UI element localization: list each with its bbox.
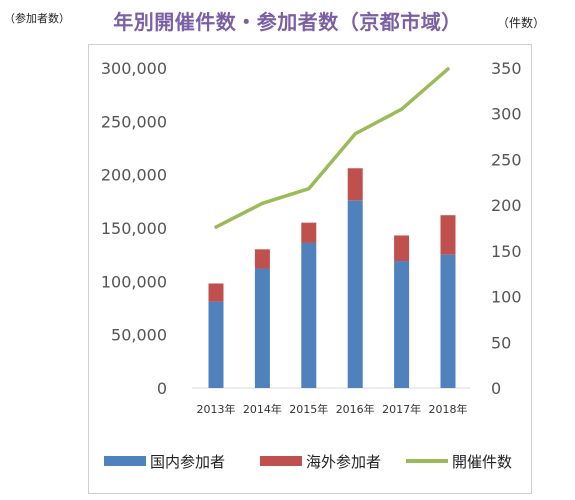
right-axis-tick-label: 300 — [491, 105, 522, 124]
bar-overseas — [254, 249, 270, 269]
x-axis-category-label: 2015年 — [289, 402, 328, 416]
legend-overseas-swatch — [260, 456, 302, 466]
right-axis-tick-label: 350 — [491, 59, 522, 78]
line-series-events — [214, 67, 450, 229]
left-axis-unit-label: （参加者数） — [4, 12, 70, 25]
bar-overseas — [301, 222, 317, 243]
x-axis-category-label: 2014年 — [243, 402, 282, 416]
legend-overseas-label: 海外参加者 — [306, 453, 381, 471]
right-axis-tick-label: 50 — [491, 333, 511, 352]
bar-domestic — [254, 268, 270, 388]
bar-domestic — [208, 301, 224, 388]
bar-domestic — [440, 254, 456, 388]
bar-overseas — [394, 235, 410, 262]
bar-overseas — [440, 215, 456, 255]
x-axis-category-label: 2013年 — [197, 402, 236, 416]
bar-domestic — [301, 242, 317, 388]
right-axis-tick-label: 150 — [491, 242, 522, 261]
right-axis-tick-label: 100 — [491, 288, 522, 307]
left-axis-tick-label: 150,000 — [101, 219, 167, 238]
chart-title: 年別開催件数・参加者数（京都市域） — [113, 10, 462, 34]
right-axis-unit-label: （件数） — [497, 16, 546, 30]
right-axis-tick-label: 200 — [491, 196, 522, 215]
x-axis-category-label: 2017年 — [382, 402, 421, 416]
bar-overseas — [208, 283, 224, 302]
x-axis-category-label: 2018年 — [429, 402, 468, 416]
left-axis-tick-label: 100,000 — [101, 272, 167, 291]
right-axis-tick-label: 0 — [491, 379, 501, 398]
bar-domestic — [347, 200, 363, 388]
legend-domestic-label: 国内参加者 — [150, 453, 225, 471]
left-axis-tick-label: 250,000 — [101, 112, 167, 131]
bar-overseas — [347, 168, 363, 201]
legend-events-label: 開催件数 — [452, 453, 512, 471]
left-axis-tick-label: 0 — [157, 379, 167, 398]
x-axis-category-label: 2016年 — [336, 402, 375, 416]
right-axis-tick-label: 250 — [491, 150, 522, 169]
left-axis-tick-label: 50,000 — [111, 326, 167, 345]
left-axis-tick-label: 300,000 — [101, 59, 167, 78]
legend-domestic-swatch — [104, 456, 146, 466]
bar-domestic — [394, 261, 410, 388]
left-axis-tick-label: 200,000 — [101, 166, 167, 185]
